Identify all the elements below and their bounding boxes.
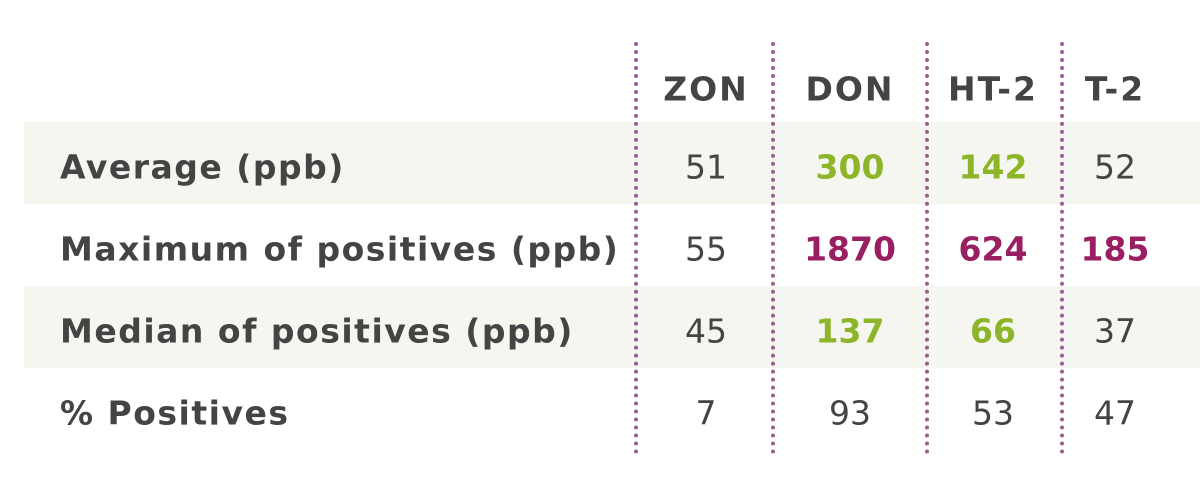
cell: 55 [685, 229, 727, 269]
column-separator [771, 42, 775, 454]
cell: 45 [685, 311, 727, 351]
row-label: % Positives [60, 393, 290, 433]
cell: 37 [1094, 311, 1136, 351]
cell: 66 [970, 311, 1016, 351]
column-header: DON [805, 69, 895, 109]
cell: 7 [695, 393, 717, 433]
column-separator [634, 42, 638, 454]
cell: 142 [958, 147, 1028, 187]
cell: 52 [1094, 147, 1136, 187]
row-band [24, 286, 1200, 368]
cell: 137 [815, 311, 885, 351]
column-header: ZON [663, 69, 749, 109]
column-separator [925, 42, 929, 454]
cell: 1870 [804, 229, 896, 269]
cell: 51 [685, 147, 727, 187]
column-separator [1060, 42, 1064, 454]
cell: 300 [815, 147, 885, 187]
cell: 93 [829, 393, 871, 433]
row-label: Average (ppb) [60, 147, 345, 187]
cell: 47 [1094, 393, 1136, 433]
cell: 185 [1080, 229, 1150, 269]
cell: 53 [972, 393, 1014, 433]
cell: 624 [958, 229, 1028, 269]
row-band [24, 122, 1200, 204]
row-label: Median of positives (ppb) [60, 311, 574, 351]
column-header: HT-2 [948, 69, 1038, 109]
column-header: T-2 [1084, 69, 1146, 109]
row-label: Maximum of positives (ppb) [60, 229, 620, 269]
